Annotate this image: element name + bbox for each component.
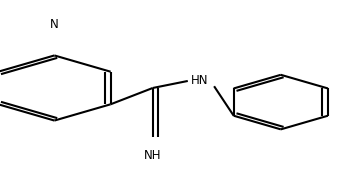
Text: HN: HN <box>191 74 209 87</box>
Text: N: N <box>50 18 59 31</box>
Text: NH: NH <box>144 149 161 162</box>
